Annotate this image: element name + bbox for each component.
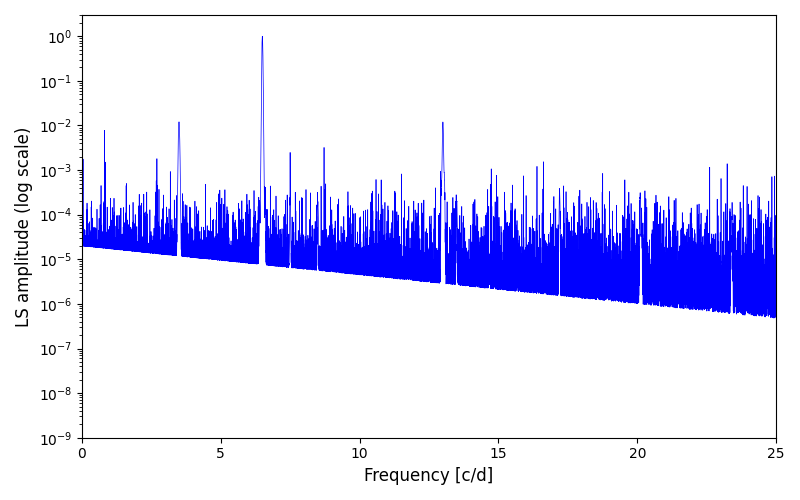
Y-axis label: LS amplitude (log scale): LS amplitude (log scale) xyxy=(15,126,33,326)
X-axis label: Frequency [c/d]: Frequency [c/d] xyxy=(364,467,494,485)
